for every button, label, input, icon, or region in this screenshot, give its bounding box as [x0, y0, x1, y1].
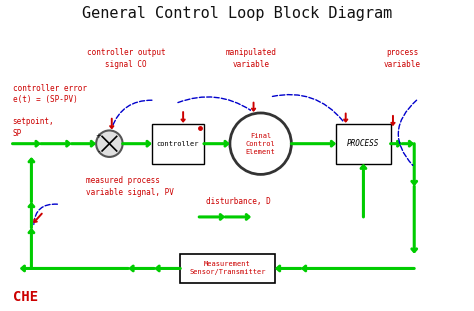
Text: General Control Loop Block Diagram: General Control Loop Block Diagram	[82, 6, 392, 21]
Text: controller output
signal CO: controller output signal CO	[87, 48, 165, 69]
Text: PROCESS: PROCESS	[347, 139, 380, 148]
Text: measured process
variable signal, PV: measured process variable signal, PV	[86, 176, 173, 197]
Text: CHE: CHE	[12, 290, 37, 304]
Text: controller: controller	[157, 141, 199, 147]
FancyBboxPatch shape	[336, 124, 391, 164]
Text: controller error
e(t) = (SP-PV): controller error e(t) = (SP-PV)	[12, 84, 87, 104]
Text: Measurement
Sensor/Transmitter: Measurement Sensor/Transmitter	[189, 262, 266, 276]
Text: -: -	[97, 148, 100, 154]
FancyBboxPatch shape	[152, 124, 204, 164]
Circle shape	[230, 113, 292, 174]
Text: Final
Control
Element: Final Control Element	[246, 133, 275, 155]
Text: manipulated
variable: manipulated variable	[226, 48, 277, 69]
Text: setpoint,
SP: setpoint, SP	[12, 117, 54, 137]
Text: +: +	[96, 133, 101, 139]
Text: disturbance, D: disturbance, D	[206, 197, 271, 206]
Text: process
variable: process variable	[384, 48, 421, 69]
FancyBboxPatch shape	[180, 254, 275, 283]
Circle shape	[96, 130, 123, 157]
